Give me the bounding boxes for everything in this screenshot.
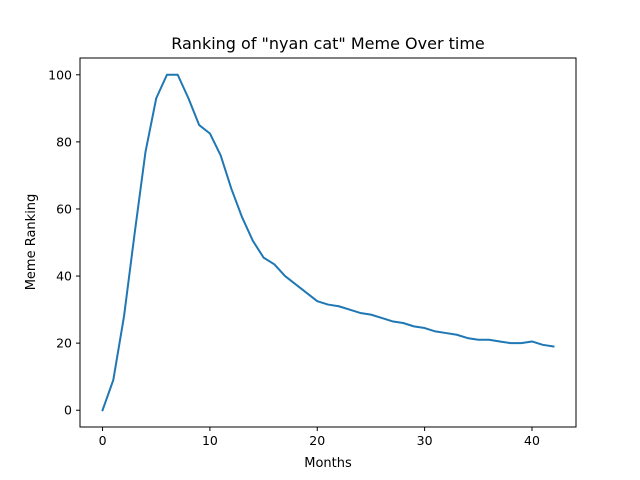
y-tick-label: 20: [56, 336, 72, 351]
x-tick-label: 40: [524, 433, 540, 448]
plot-frame: [79, 57, 577, 428]
x-axis-ticks: 0 10 20 30 40: [99, 427, 540, 448]
chart-title: Ranking of "nyan cat" Meme Over time: [171, 34, 485, 53]
series-layer: [101, 73, 555, 412]
y-tick-label: 80: [56, 134, 72, 149]
y-tick-label: 60: [56, 201, 72, 216]
x-tick-label: 30: [417, 433, 433, 448]
y-tick-label: 100: [48, 67, 72, 82]
y-axis-label: Meme Ranking: [24, 194, 39, 291]
x-tick-label: 0: [99, 433, 107, 448]
x-axis-label: Months: [304, 456, 352, 471]
x-tick-label: 10: [202, 433, 218, 448]
y-tick-label: 40: [56, 269, 72, 284]
plot-area: [79, 57, 577, 428]
y-axis-ticks: 0 20 40 60 80 100: [48, 67, 80, 418]
x-tick-label: 20: [309, 433, 325, 448]
series-line: [101, 73, 555, 412]
y-tick-label: 0: [64, 403, 72, 418]
